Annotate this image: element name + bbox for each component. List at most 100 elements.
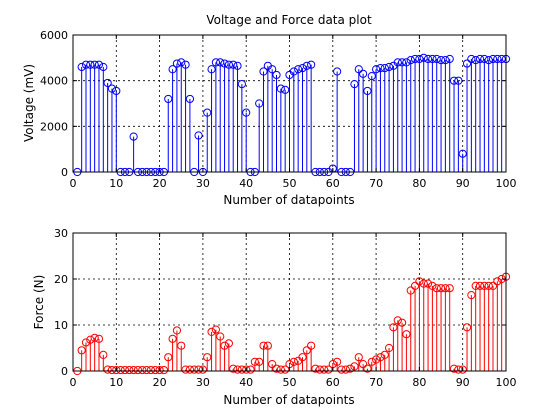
voltage-data-point: [259, 67, 268, 76]
force-data-point: [125, 365, 134, 375]
voltage-data-point: [333, 67, 342, 76]
force-data-point: [242, 365, 251, 374]
force-data-point: [181, 365, 190, 374]
chart-title: Voltage and Force data plot: [206, 13, 372, 27]
voltage-data-point: [233, 61, 242, 70]
voltage-data-point: [432, 54, 441, 64]
force-data-point: [203, 353, 212, 362]
voltage-data-point: [393, 58, 402, 67]
force-plot: 0 10 20 30 40 50 60 70 80 90 100 0 10 20 30 Number of…: [32, 227, 517, 407]
voltage-x-tick-label: 80: [412, 177, 426, 190]
voltage-data-point: [99, 62, 108, 72]
force-data-point: [367, 357, 376, 366]
force-data-point: [263, 341, 272, 350]
voltage-data-point: [237, 79, 246, 89]
force-x-tick-label: 60: [326, 376, 340, 389]
force-markers: [73, 272, 511, 376]
voltage-data-point: [415, 54, 424, 64]
force-data-point: [315, 365, 324, 374]
force-data-point: [229, 364, 238, 373]
force-data-point: [346, 364, 355, 373]
voltage-x-tick-label: 20: [153, 177, 167, 190]
force-data-point: [86, 335, 95, 344]
voltage-data-point: [81, 60, 91, 69]
force-data-point: [298, 353, 307, 362]
force-data-point: [376, 353, 385, 362]
voltage-data-point: [441, 56, 450, 65]
force-data-point: [341, 365, 350, 374]
force-data-point: [103, 365, 112, 374]
force-data-point: [159, 365, 169, 375]
voltage-data-point: [376, 64, 385, 73]
voltage-data-point: [168, 65, 177, 74]
force-data-point: [190, 365, 199, 374]
force-data-point: [333, 357, 342, 366]
force-data-point: [281, 365, 290, 374]
voltage-data-point: [475, 54, 485, 64]
voltage-data-point: [211, 58, 220, 67]
voltage-data-point: [90, 60, 99, 69]
force-x-tick-labels: 0 10 20 30 40 50 60 70 80 90 100: [70, 376, 517, 389]
voltage-x-tick-label: 50: [283, 177, 297, 190]
force-y-tick-labels: 0 10 20 30: [54, 227, 68, 378]
voltage-data-point: [203, 108, 212, 117]
voltage-y-tick-label: 4000: [40, 75, 68, 88]
force-data-point: [350, 362, 359, 371]
force-data-point: [211, 325, 220, 334]
voltage-data-point: [129, 132, 138, 141]
voltage-y-tick-label: 0: [61, 166, 68, 179]
force-data-point: [224, 339, 233, 348]
voltage-data-point: [384, 62, 394, 72]
voltage-data-point: [255, 99, 264, 108]
voltage-data-point: [445, 54, 454, 64]
voltage-x-tick-label: 40: [239, 177, 253, 190]
force-data-point: [250, 357, 259, 366]
voltage-data-point: [177, 58, 186, 67]
voltage-x-tick-label: 70: [369, 177, 383, 190]
force-data-point: [359, 360, 368, 369]
force-data-point: [337, 365, 346, 374]
voltage-data-point: [359, 69, 368, 78]
voltage-data-point: [298, 64, 307, 73]
force-y-tick-label: 10: [54, 319, 68, 332]
force-data-point: [116, 365, 125, 375]
force-data-point: [354, 353, 363, 362]
voltage-data-point: [471, 56, 480, 65]
force-data-point: [216, 332, 225, 341]
voltage-y-axis-label: Voltage (mV): [22, 64, 36, 142]
force-data-point: [302, 346, 311, 355]
voltage-stems: [81, 57, 507, 172]
voltage-data-point: [367, 72, 376, 81]
force-data-point: [419, 279, 428, 288]
force-data-point: [77, 346, 86, 355]
force-data-point: [410, 281, 420, 290]
voltage-data-point: [493, 54, 502, 64]
force-data-point: [246, 365, 255, 374]
force-data-point: [194, 365, 203, 374]
force-x-tick-label: 100: [496, 376, 517, 389]
force-y-axis-label: Force (N): [32, 275, 46, 330]
force-data-point: [432, 284, 441, 293]
voltage-data-point: [419, 53, 428, 62]
force-data-point: [445, 284, 454, 293]
voltage-x-tick-label: 0: [70, 177, 77, 190]
voltage-data-point: [307, 60, 316, 69]
force-data-point: [380, 350, 389, 359]
force-x-tick-label: 10: [109, 376, 123, 389]
voltage-data-point: [107, 84, 117, 93]
force-data-point: [471, 281, 480, 290]
force-data-point: [372, 355, 381, 364]
force-data-point: [488, 281, 498, 290]
voltage-data-point: [172, 59, 182, 68]
voltage-data-point: [462, 59, 472, 68]
force-data-point: [324, 365, 333, 374]
force-y-tick-label: 30: [54, 227, 68, 240]
force-data-point: [94, 334, 104, 343]
voltage-data-point: [86, 60, 95, 69]
voltage-data-point: [380, 64, 389, 73]
force-x-tick-label: 90: [456, 376, 470, 389]
force-data-point: [99, 350, 108, 359]
voltage-data-point: [77, 62, 86, 72]
voltage-x-tick-label: 90: [456, 177, 470, 190]
